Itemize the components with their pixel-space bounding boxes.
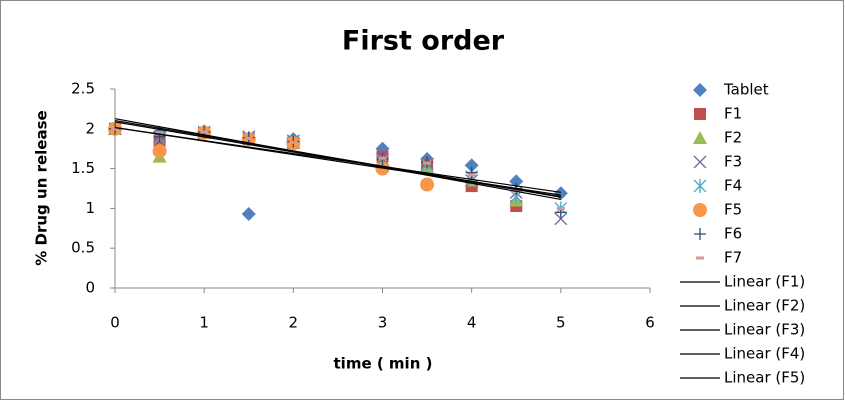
point (289, 140, 298, 144)
x-tick-label: 1 (199, 314, 209, 332)
legend-label: Linear (F3) (724, 321, 805, 339)
point (556, 206, 565, 210)
point (111, 127, 119, 131)
legend-label: F6 (724, 225, 742, 243)
legend-label: Linear (F5) (724, 369, 805, 387)
legend-label: F2 (724, 129, 742, 147)
legend-label: F1 (724, 105, 742, 123)
point (464, 158, 479, 173)
point (693, 179, 707, 193)
point (693, 131, 707, 144)
y-axis-label: % Drug un release (33, 110, 51, 265)
point (467, 173, 476, 177)
point (693, 155, 707, 169)
legend-label: F3 (724, 153, 742, 171)
point (694, 228, 706, 240)
point (696, 256, 704, 260)
legend-label: Linear (F1) (724, 273, 805, 291)
x-tick-label: 0 (110, 314, 120, 332)
point (241, 206, 256, 221)
point (423, 161, 432, 165)
y-tick-label: 1 (85, 199, 95, 217)
legend-label: F4 (724, 177, 742, 195)
y-tick-label: 0 (85, 279, 95, 297)
y-tick-label: 0.5 (71, 239, 95, 257)
y-tick-label: 1.5 (71, 159, 95, 177)
x-tick-label: 6 (645, 314, 655, 332)
legend-label: F7 (724, 249, 742, 267)
y-tick-label: 2.5 (71, 80, 95, 98)
legend-label: F5 (724, 201, 742, 219)
point (200, 130, 209, 134)
legend-label: Linear (F4) (724, 345, 805, 363)
chart-title: First order (342, 26, 505, 57)
x-axis-label: time ( min ) (334, 355, 433, 373)
point (420, 177, 435, 192)
point (378, 156, 387, 160)
legend-label: Linear (F2) (724, 297, 805, 315)
point (244, 136, 253, 140)
x-tick-label: 4 (467, 314, 477, 332)
point (155, 131, 164, 135)
point (693, 203, 707, 217)
x-tick-label: 2 (289, 314, 299, 332)
point (694, 108, 706, 120)
trendline (114, 126, 561, 196)
x-tick-label: 3 (378, 314, 388, 332)
point (152, 144, 167, 159)
legend-label: Tablet (723, 81, 769, 99)
y-tick-label: 2 (85, 119, 95, 137)
point (465, 166, 478, 179)
x-tick-label: 5 (556, 314, 566, 332)
point (693, 83, 707, 97)
point (554, 212, 568, 226)
